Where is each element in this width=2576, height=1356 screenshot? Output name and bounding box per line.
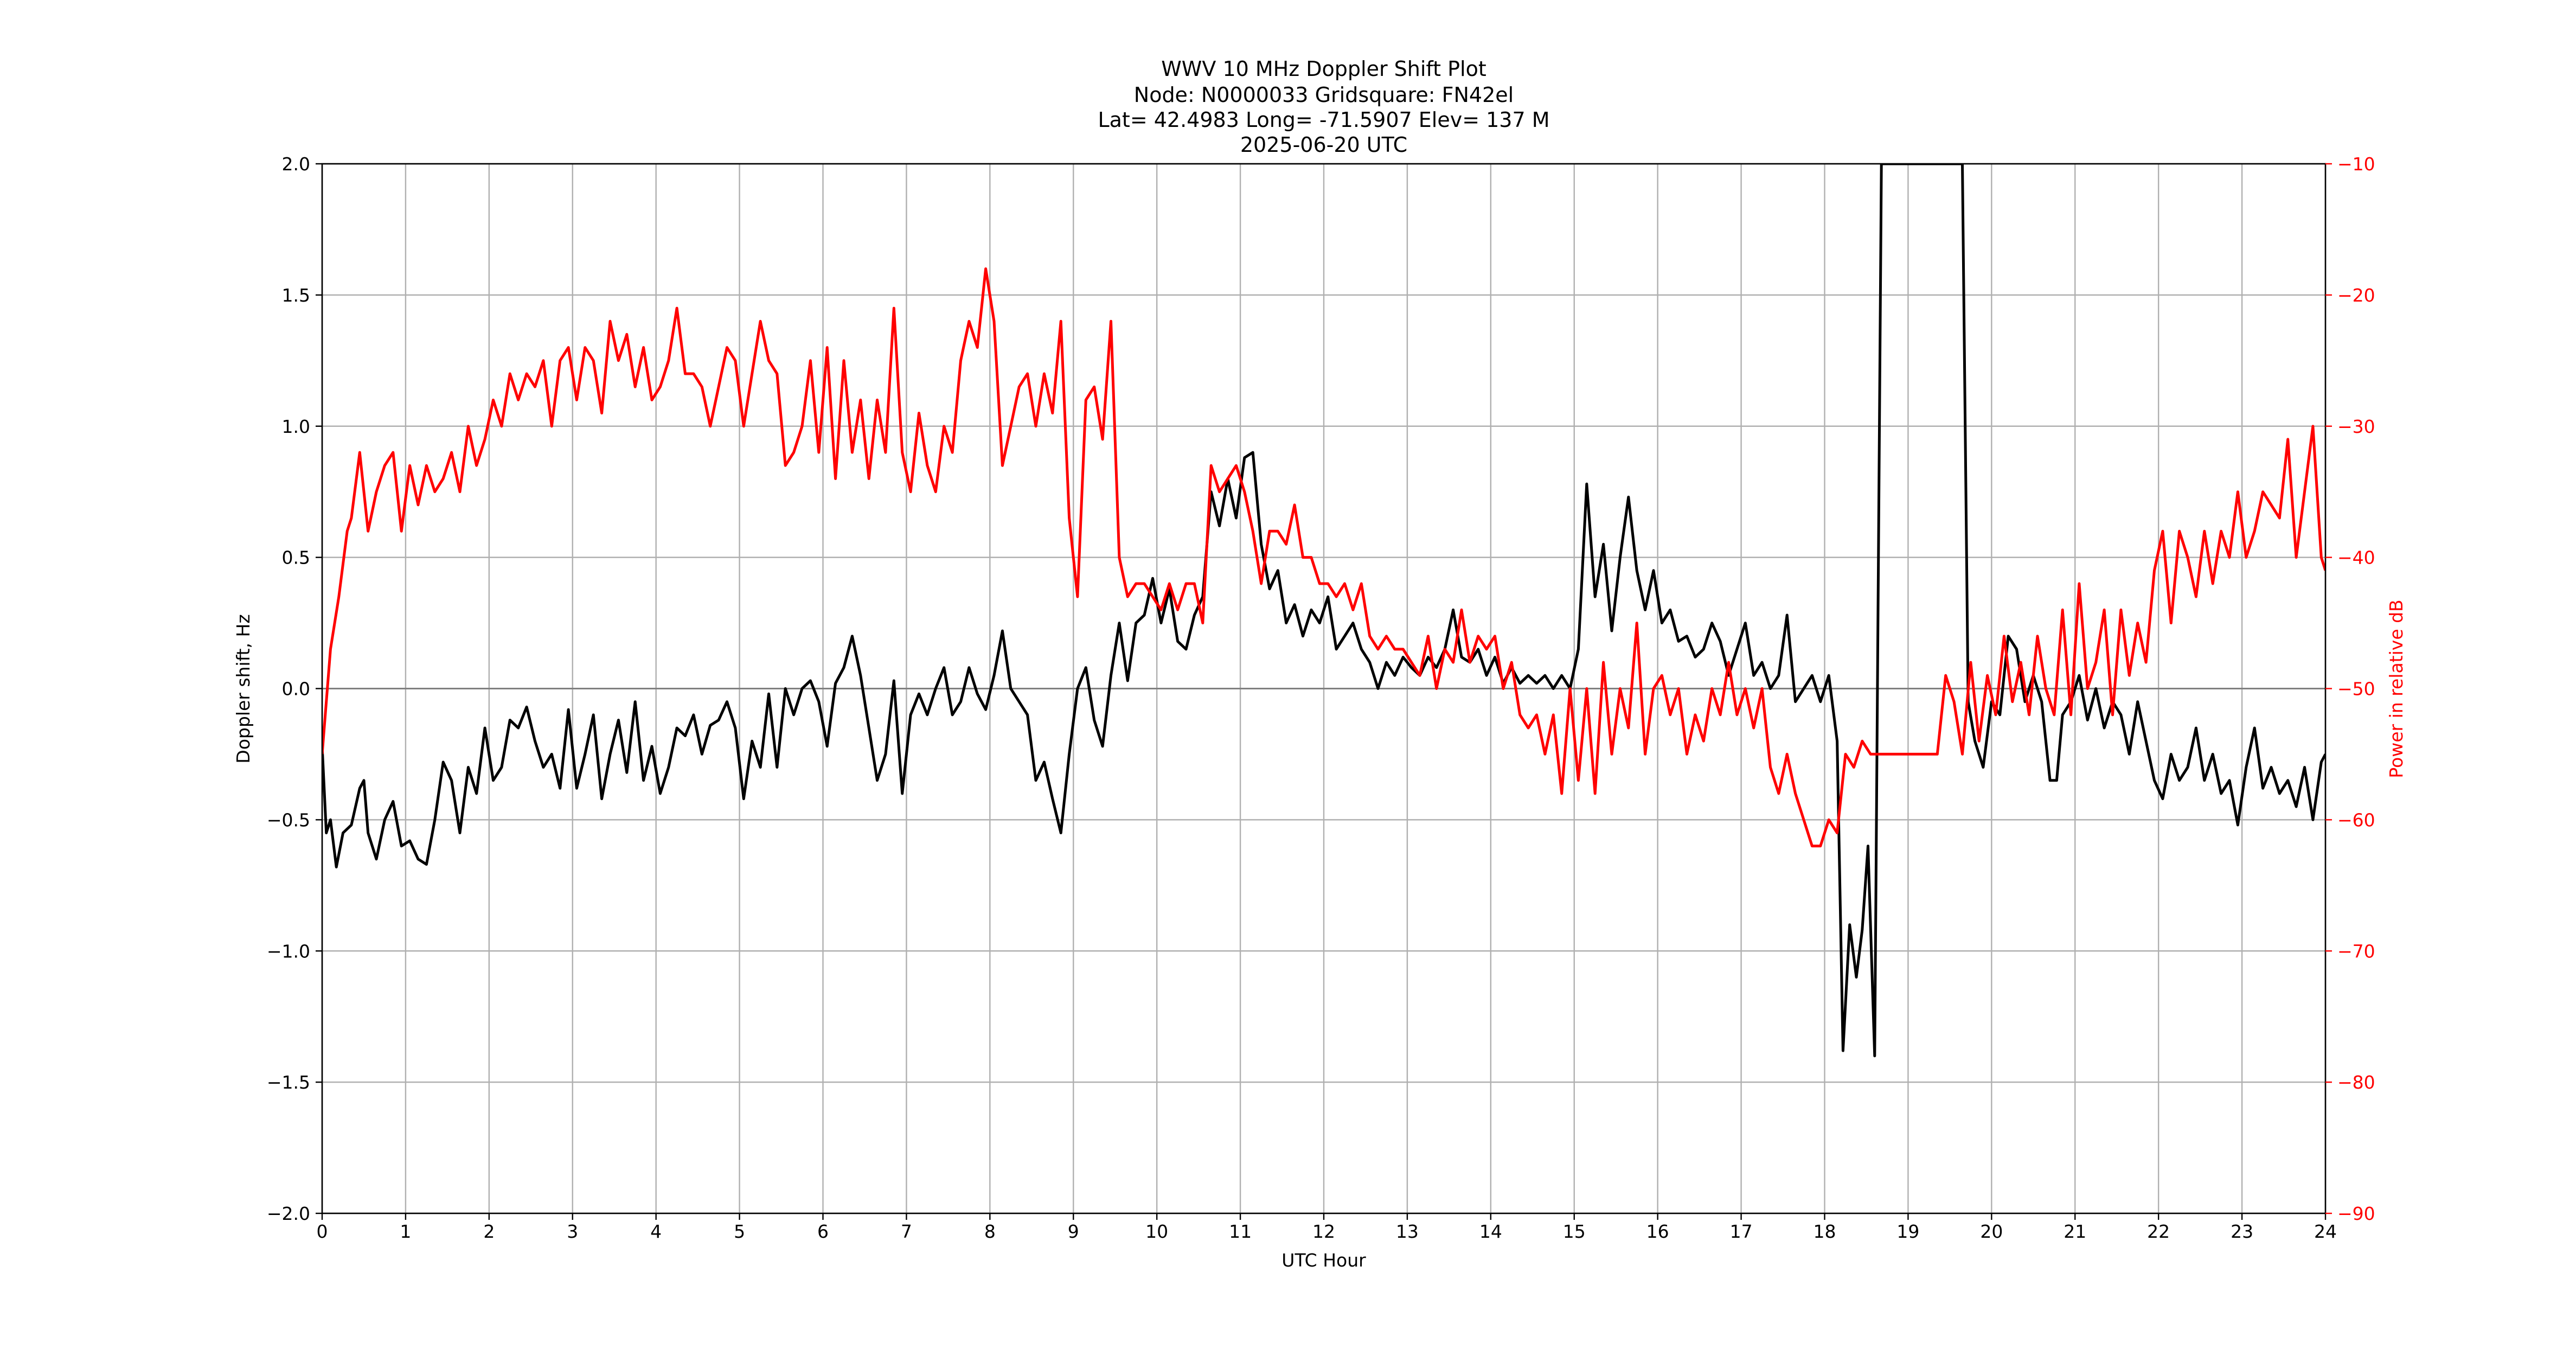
x-tick-label: 13 [1396, 1221, 1419, 1242]
y-axis-label: Doppler shift, Hz [233, 614, 254, 763]
x-tick-label: 17 [1730, 1221, 1753, 1242]
x-tick-label: 8 [984, 1221, 996, 1242]
title-line-3: Lat= 42.4983 Long= -71.5907 Elev= 137 M [1098, 108, 1549, 132]
x-axis-label: UTC Hour [1281, 1250, 1366, 1271]
power-series-line [322, 267, 2325, 848]
x-tick-label: 6 [817, 1221, 829, 1242]
x-tick-label: 23 [2231, 1221, 2253, 1242]
x-tick-label: 2 [483, 1221, 495, 1242]
y-tick-label: 0.0 [282, 679, 310, 700]
x-tick-label: 15 [1563, 1221, 1586, 1242]
y-tick-label: 0.5 [282, 547, 310, 568]
y-right-tick-label: −20 [2337, 285, 2375, 306]
y-tick-label: −2.0 [267, 1203, 310, 1224]
y-tick-label: 1.5 [282, 285, 310, 306]
title-line-2: Node: N0000033 Gridsquare: FN42el [1134, 83, 1514, 107]
x-tick-label: 3 [567, 1221, 578, 1242]
x-tick-label: 10 [1145, 1221, 1168, 1242]
y-right-tick-label: −80 [2337, 1072, 2375, 1093]
y-axis-right-label: Power in relative dB [2386, 599, 2407, 778]
x-tick-label: 20 [1980, 1221, 2003, 1242]
series [322, 164, 2325, 1058]
x-tick-label: 9 [1068, 1221, 1079, 1242]
x-tick-label: 7 [901, 1221, 912, 1242]
x-tick-label: 1 [400, 1221, 411, 1242]
y-right-tick-label: −30 [2337, 416, 2375, 437]
y-right-tick-label: −50 [2337, 679, 2375, 700]
y-right-tick-label: −60 [2337, 809, 2375, 830]
doppler-series-line [322, 164, 2325, 1058]
chart-title: WWV 10 MHz Doppler Shift Plot Node: N000… [1098, 57, 1549, 157]
y-right-tick-label: −90 [2337, 1203, 2375, 1224]
y-right-tick-label: −40 [2337, 547, 2375, 568]
title-line-4: 2025-06-20 UTC [1240, 133, 1407, 157]
title-line-1: WWV 10 MHz Doppler Shift Plot [1161, 57, 1486, 81]
y-tick-label: 1.0 [282, 416, 310, 437]
y-tick-label: −1.0 [267, 941, 310, 962]
x-tick-label: 5 [734, 1221, 745, 1242]
x-tick-label: 24 [2314, 1221, 2337, 1242]
x-tick-label: 21 [2064, 1221, 2086, 1242]
x-tick-label: 12 [1312, 1221, 1335, 1242]
x-tick-label: 19 [1896, 1221, 1919, 1242]
x-tick-label: 16 [1646, 1221, 1669, 1242]
x-tick-label: 0 [317, 1221, 328, 1242]
x-tick-label: 18 [1814, 1221, 1836, 1242]
y-tick-label: 2.0 [282, 153, 310, 175]
y-tick-label: −0.5 [267, 809, 310, 830]
x-tick-label: 4 [650, 1221, 662, 1242]
y-right-tick-label: −10 [2337, 153, 2375, 175]
x-tick-label: 11 [1229, 1221, 1252, 1242]
y-right-tick-label: −70 [2337, 941, 2375, 962]
x-tick-label: 22 [2147, 1221, 2170, 1242]
x-tick-label: 14 [1479, 1221, 1502, 1242]
y-tick-label: −1.5 [267, 1072, 310, 1093]
ticks: 0 1 2 3 4 5 6 7 8 9 10 11 12 13 14 15 16 17 18 19 20 21 22 23 24… [267, 153, 2375, 1242]
